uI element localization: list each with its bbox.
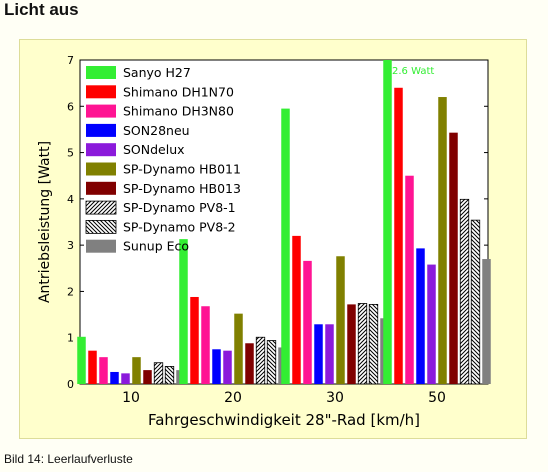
- page-heading: Licht aus: [4, 0, 79, 20]
- legend-swatch: [86, 143, 116, 156]
- bar: [383, 60, 392, 384]
- bar: [143, 370, 152, 384]
- legend-swatch: [86, 240, 116, 253]
- bar: [190, 297, 199, 384]
- bar-chart: 0 1 2 3 4 5 6 7 10 20 30 50 Sanyo H27 Shimano DH1N7…: [20, 40, 526, 438]
- legend-swatch: [86, 124, 116, 137]
- x-tick-label: 10: [122, 390, 140, 406]
- legend-label: SP-Dynamo PV8-2: [123, 219, 236, 234]
- bar: [460, 199, 469, 384]
- bar: [347, 304, 356, 384]
- legend-swatch: [86, 85, 116, 98]
- legend-swatch: [86, 220, 116, 233]
- bar: [394, 88, 403, 384]
- bar: [369, 304, 378, 384]
- bar: [256, 337, 265, 384]
- y-tick-label: 2: [67, 285, 74, 298]
- bar: [154, 363, 163, 384]
- x-tick-label: 20: [224, 390, 242, 406]
- chart-panel: 0 1 2 3 4 5 6 7 10 20 30 50 Sanyo H27 Shimano DH1N7…: [19, 39, 527, 439]
- y-tick-label: 0: [67, 378, 74, 391]
- bar: [121, 373, 130, 384]
- legend-label: SON28neu: [123, 123, 190, 138]
- x-tick-label: 50: [428, 390, 446, 406]
- bar: [267, 340, 276, 384]
- legend-label: Sanyo H27: [123, 65, 191, 80]
- y-tick-label: 5: [67, 147, 74, 160]
- bar: [303, 261, 312, 384]
- legend-label: SP-Dynamo PV8-1: [123, 200, 236, 215]
- bar: [358, 303, 367, 384]
- bar: [292, 236, 301, 384]
- bar: [281, 109, 290, 384]
- x-tick-label: 30: [326, 390, 344, 406]
- y-axis-label: Antriebsleistung [Watt]: [37, 141, 53, 303]
- bar: [405, 176, 414, 384]
- bar: [234, 314, 243, 384]
- legend-swatch: [86, 66, 116, 79]
- legend-label: SP-Dynamo HB013: [123, 181, 241, 196]
- bar: [110, 372, 119, 384]
- bar: [212, 349, 221, 384]
- bar: [77, 337, 86, 384]
- legend-label: SP-Dynamo HB011: [123, 162, 241, 177]
- y-tick-label: 7: [67, 54, 74, 67]
- bar: [336, 256, 345, 384]
- x-axis-label: Fahrgeschwindigkeit 28"-Rad [km/h]: [148, 411, 420, 429]
- bar: [416, 248, 425, 384]
- bar: [482, 259, 491, 384]
- bar: [325, 324, 334, 384]
- bar: [165, 366, 174, 384]
- bar: [223, 351, 232, 384]
- bar: [99, 357, 108, 384]
- bar: [427, 265, 436, 384]
- bar: [245, 343, 254, 384]
- legend-swatch: [86, 163, 116, 176]
- y-tick-label: 6: [67, 100, 74, 113]
- y-tick-label: 1: [67, 332, 74, 345]
- legend-label: Sunup Eco: [123, 239, 189, 254]
- legend-swatch: [86, 182, 116, 195]
- bar: [438, 97, 447, 384]
- bar: [314, 324, 323, 384]
- bar: [449, 133, 458, 384]
- legend-swatch: [86, 105, 116, 118]
- chart-annotation: 12.6 Watt: [386, 66, 435, 77]
- y-tick-label: 3: [67, 239, 74, 252]
- legend-label: Shimano DH3N80: [123, 104, 234, 119]
- bar: [471, 220, 480, 384]
- bar: [201, 306, 210, 384]
- y-tick-label: 4: [67, 193, 74, 206]
- legend-label: Shimano DH1N70: [123, 84, 234, 99]
- figure-caption: Bild 14: Leerlaufverluste: [4, 452, 133, 466]
- bar: [132, 357, 141, 384]
- bar: [179, 239, 188, 384]
- bar: [88, 351, 97, 384]
- legend-label: SONdelux: [123, 142, 185, 157]
- legend-swatch: [86, 201, 116, 214]
